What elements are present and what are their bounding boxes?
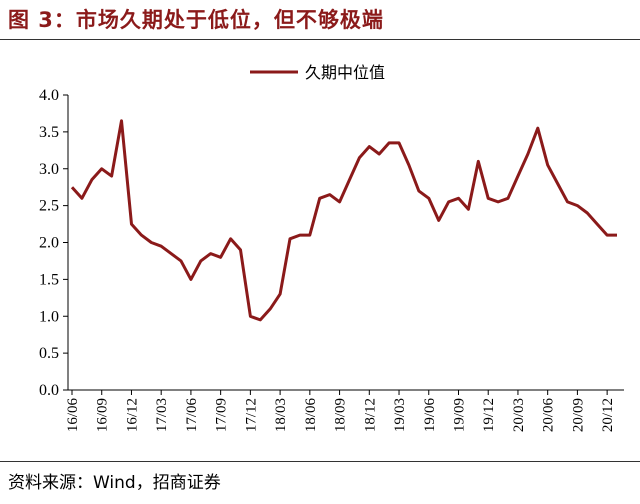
x-tick-label: 17/09	[214, 398, 230, 432]
x-tick-label: 17/06	[184, 398, 200, 433]
x-tick-label: 19/12	[481, 398, 497, 432]
legend-label: 久期中位值	[305, 63, 385, 82]
x-tick-label: 18/12	[362, 398, 378, 432]
y-tick-label: 0.5	[39, 345, 59, 362]
source-note: 资料来源：Wind，招商证券	[8, 473, 221, 493]
x-tick-label: 17/12	[243, 398, 259, 432]
x-tick-label: 18/03	[273, 398, 289, 432]
y-axis-ticks: 0.0 0.5 1.0 1.5 2.0 2.5 3.0 3.5 4.0	[39, 87, 68, 399]
x-axis-ticks: 16/06 16/09 16/12 17/03 17/06 17/09 17/12 18/03…	[65, 390, 616, 432]
x-tick-label: 20/09	[570, 398, 586, 432]
y-tick-label: 3.5	[39, 124, 59, 141]
title-divider	[0, 39, 640, 40]
x-tick-label: 20/12	[600, 398, 616, 432]
line-chart: 0.00.51.01.52.02.53.03.54.0 16/06 16/09 16…	[39, 63, 624, 432]
x-tick-label: 19/09	[451, 398, 467, 432]
x-tick-label: 16/09	[95, 398, 111, 432]
x-tick-label: 16/12	[124, 398, 140, 432]
x-tick-label: 18/06	[303, 398, 319, 433]
series-layer	[70, 119, 617, 322]
y-tick-label: 2.5	[39, 198, 59, 215]
chart-legend: 久期中位值	[250, 63, 385, 82]
y-tick-label: 1.5	[39, 271, 59, 288]
figure-title: 图 3：市场久期处于低位，但不够极端	[8, 8, 384, 32]
x-tick-label: 20/06	[541, 398, 557, 433]
x-tick-label: 16/06	[65, 398, 81, 433]
y-tick-label: 3.0	[39, 161, 59, 178]
x-tick-label: 19/03	[392, 398, 408, 432]
x-tick-label: 18/09	[333, 398, 349, 432]
x-tick-label: 20/03	[511, 398, 527, 432]
y-tick-label: 0.0	[39, 382, 59, 399]
y-tick-label: 4.0	[39, 87, 59, 104]
x-tick-label: 17/03	[154, 398, 170, 432]
y-tick-label: 1.0	[39, 308, 59, 325]
x-tick-label: 19/06	[422, 398, 438, 433]
y-tick-label: 2.0	[39, 235, 59, 252]
source-divider	[0, 461, 640, 462]
series-line-duration-median	[70, 119, 617, 322]
